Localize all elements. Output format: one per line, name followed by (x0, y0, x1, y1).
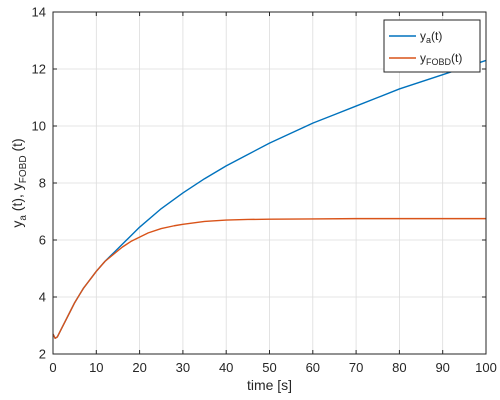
y-tick-label: 12 (32, 62, 46, 77)
y-tick-label: 6 (39, 233, 46, 248)
legend: ya(t) yFOBD(t) (383, 19, 481, 73)
x-tick-labels: 0 10 20 30 40 50 60 70 80 90 100 (49, 360, 496, 375)
x-tick-label: 20 (132, 360, 146, 375)
y-tick-label: 10 (32, 119, 46, 134)
x-tick-label: 90 (435, 360, 449, 375)
legend-label-yfobd: yFOBD(t) (420, 51, 462, 67)
y-tick-label: 4 (39, 290, 46, 305)
x-tick-label: 0 (49, 360, 56, 375)
legend-label-ya: ya(t) (420, 29, 442, 45)
x-tick-label: 40 (219, 360, 233, 375)
x-tick-label: 10 (89, 360, 103, 375)
x-tick-label: 60 (306, 360, 320, 375)
x-tick-label: 30 (176, 360, 190, 375)
axis-ticks (52, 11, 487, 355)
x-axis-label: time [s] (247, 377, 292, 393)
x-tick-label: 70 (349, 360, 363, 375)
x-tick-label: 80 (392, 360, 406, 375)
y-tick-label: 14 (32, 5, 46, 20)
x-tick-label: 50 (262, 360, 276, 375)
series-line-yfobd (52, 217, 486, 340)
y-tick-label: 8 (39, 176, 46, 191)
y-axis-label: ya (t), yFOBD (t) (9, 138, 29, 227)
y-tick-labels: 2 4 6 8 10 12 14 (32, 5, 46, 362)
legend-box (383, 19, 481, 73)
series-lines (52, 59, 487, 340)
y-tick-label: 2 (39, 347, 46, 362)
x-tick-label: 100 (475, 360, 497, 375)
